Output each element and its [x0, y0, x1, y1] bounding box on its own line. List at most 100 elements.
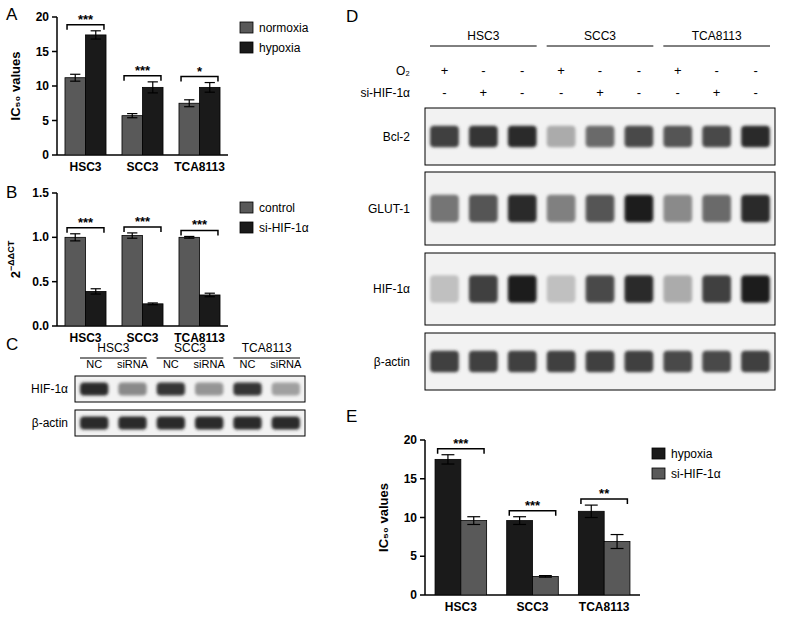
bar [65, 237, 86, 326]
western-blot: DHSC3SCC3TCA8113O₂+--+--+--si-HIF-1α-+--… [346, 7, 775, 390]
error-cap [148, 92, 158, 93]
condition-value: - [598, 63, 602, 78]
y-tick-label: 10 [404, 511, 418, 525]
band [741, 351, 770, 373]
y-tick-label: 0.0 [32, 319, 49, 333]
error-bar [467, 517, 480, 525]
y-tick-label: 1.0 [32, 230, 49, 244]
lane-label: siRNA [194, 358, 226, 370]
error-cap [184, 238, 194, 239]
band [586, 195, 615, 223]
y-tick [52, 325, 57, 327]
group-label: SCC3 [174, 341, 206, 355]
error-stem [75, 234, 76, 241]
lane-label: siRNA [270, 358, 302, 370]
band [469, 126, 498, 148]
y-tick-label: 10 [36, 79, 50, 93]
y-tick-label: 15 [404, 472, 418, 486]
bar [143, 304, 164, 326]
panel-label: E [346, 407, 357, 426]
y-tick-label: 0 [42, 148, 49, 162]
error-cap [611, 534, 624, 535]
band [430, 126, 459, 148]
condition-value: + [596, 85, 604, 100]
y-tick-label: 1.5 [32, 186, 49, 200]
y-tick [52, 120, 57, 122]
condition-value: + [713, 85, 721, 100]
significance-label: *** [78, 215, 94, 230]
bar-chart: A05101520IC₅₀ valuesHSC3SCC3TCA8113*****… [6, 5, 309, 174]
blot-frame [75, 410, 305, 436]
significance-label: *** [78, 12, 94, 27]
bar [179, 237, 200, 326]
error-cap [513, 524, 526, 525]
western-blot: CHSC3SCC3TCA8113NCsiRNANCsiRNANCsiRNAHIF… [6, 335, 305, 436]
bar [86, 35, 107, 155]
error-stem [75, 74, 76, 81]
error-stem [519, 517, 520, 525]
bars [65, 31, 220, 155]
error-bar [184, 236, 194, 238]
blot-frame [425, 108, 775, 165]
band [508, 351, 537, 373]
error-cap [127, 117, 137, 118]
error-cap [205, 296, 215, 297]
y-tick-label: 5 [42, 114, 49, 128]
error-bar [70, 234, 80, 241]
y-tick [52, 281, 57, 283]
error-cap [148, 304, 158, 305]
panel-label: D [346, 7, 358, 26]
error-bar [205, 293, 215, 297]
condition-value: + [557, 63, 565, 78]
legend-label: si-HIF-1α [259, 221, 309, 235]
significance-label: *** [453, 436, 469, 451]
blot-frame [75, 376, 305, 402]
band [508, 275, 537, 302]
row-label: β-actin [374, 355, 410, 369]
error-cap [611, 548, 624, 549]
lane-label: siRNA [117, 358, 149, 370]
band [233, 383, 261, 396]
error-cap [513, 516, 526, 517]
band [547, 275, 576, 302]
error-cap [148, 81, 158, 82]
band [586, 351, 615, 373]
lane-label: NC [86, 358, 102, 370]
band [702, 126, 731, 148]
band [586, 275, 615, 302]
error-stem [473, 517, 474, 525]
bar-chart: E05101520IC₅₀ valuesHSC3SCC3TCA8113*****… [346, 407, 721, 614]
y-tick-label: 20 [36, 10, 50, 24]
error-bar [184, 100, 194, 107]
condition-value: + [674, 63, 682, 78]
error-bar [513, 517, 526, 525]
error-cap [184, 236, 194, 237]
group-label: HSC3 [97, 341, 129, 355]
error-bar [70, 74, 80, 81]
y-axis-label: 2−ΔΔCT [6, 240, 23, 278]
y-axis [56, 193, 58, 326]
bar [65, 78, 86, 155]
error-stem [95, 31, 96, 39]
error-bar [148, 303, 158, 305]
y-tick [52, 16, 57, 18]
band [272, 383, 300, 396]
band [430, 351, 459, 373]
group-label: SCC3 [584, 29, 616, 43]
error-cap [91, 288, 101, 289]
band [469, 351, 498, 373]
band [80, 417, 108, 430]
bar [179, 103, 200, 155]
error-cap [184, 99, 194, 100]
group-label: HSC3 [467, 29, 499, 43]
bar [507, 521, 533, 595]
lane-label: NC [163, 358, 179, 370]
legend-swatch [240, 202, 253, 213]
error-cap [70, 233, 80, 234]
y-axis-label: IC₅₀ values [8, 52, 23, 121]
error-cap [205, 82, 215, 83]
blot-frame [425, 172, 775, 245]
band [741, 126, 770, 148]
bar-chart: B0.00.51.01.52−ΔΔCTHSC3SCC3TCA8113******… [6, 183, 309, 345]
significance-label: *** [135, 63, 151, 78]
